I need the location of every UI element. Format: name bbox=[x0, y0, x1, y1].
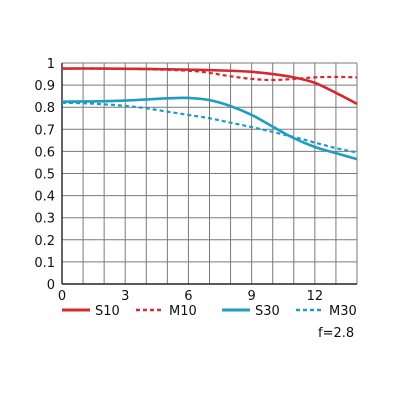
x-tick-label: 6 bbox=[184, 289, 192, 304]
y-tick-label: 1 bbox=[47, 57, 55, 72]
series-lines bbox=[61, 67, 358, 161]
x-tick-label: 9 bbox=[248, 289, 256, 304]
y-tick-label: 0.1 bbox=[34, 256, 55, 271]
x-tick-label: 3 bbox=[121, 289, 129, 304]
legend-label-m30: M30 bbox=[329, 304, 357, 319]
series-line-s30 bbox=[61, 96, 358, 161]
y-tick-label: 0.6 bbox=[34, 145, 55, 160]
grid bbox=[61, 62, 358, 285]
y-tick-label: 0 bbox=[47, 278, 55, 293]
y-tick-label: 0.9 bbox=[34, 79, 55, 94]
y-tick-label: 0.7 bbox=[34, 123, 55, 138]
y-tick-label: 0.4 bbox=[34, 190, 55, 205]
legend-label-s10: S10 bbox=[95, 304, 120, 319]
y-tick-label: 0.2 bbox=[34, 234, 55, 249]
series-line-m10 bbox=[61, 67, 358, 82]
x-tick-label: 0 bbox=[58, 289, 66, 304]
x-tick-label: 12 bbox=[307, 289, 324, 304]
series-line-m30 bbox=[61, 101, 358, 154]
y-axis-ticks: 0 0.1 0.2 0.3 0.4 0.5 0.6 0.7 0.8 0.9 1 bbox=[34, 57, 55, 293]
x-axis-ticks: 0 3 6 9 12 bbox=[58, 289, 323, 304]
legend-label-s30: S30 bbox=[255, 304, 280, 319]
y-tick-label: 0.5 bbox=[34, 168, 55, 183]
legend: S10 M10 S30 M30 bbox=[62, 304, 357, 319]
aperture-annotation: f=2.8 bbox=[318, 326, 355, 341]
y-tick-label: 0.3 bbox=[34, 212, 55, 227]
legend-label-m10: M10 bbox=[169, 304, 197, 319]
y-tick-label: 0.8 bbox=[34, 101, 55, 116]
axes bbox=[61, 63, 357, 285]
